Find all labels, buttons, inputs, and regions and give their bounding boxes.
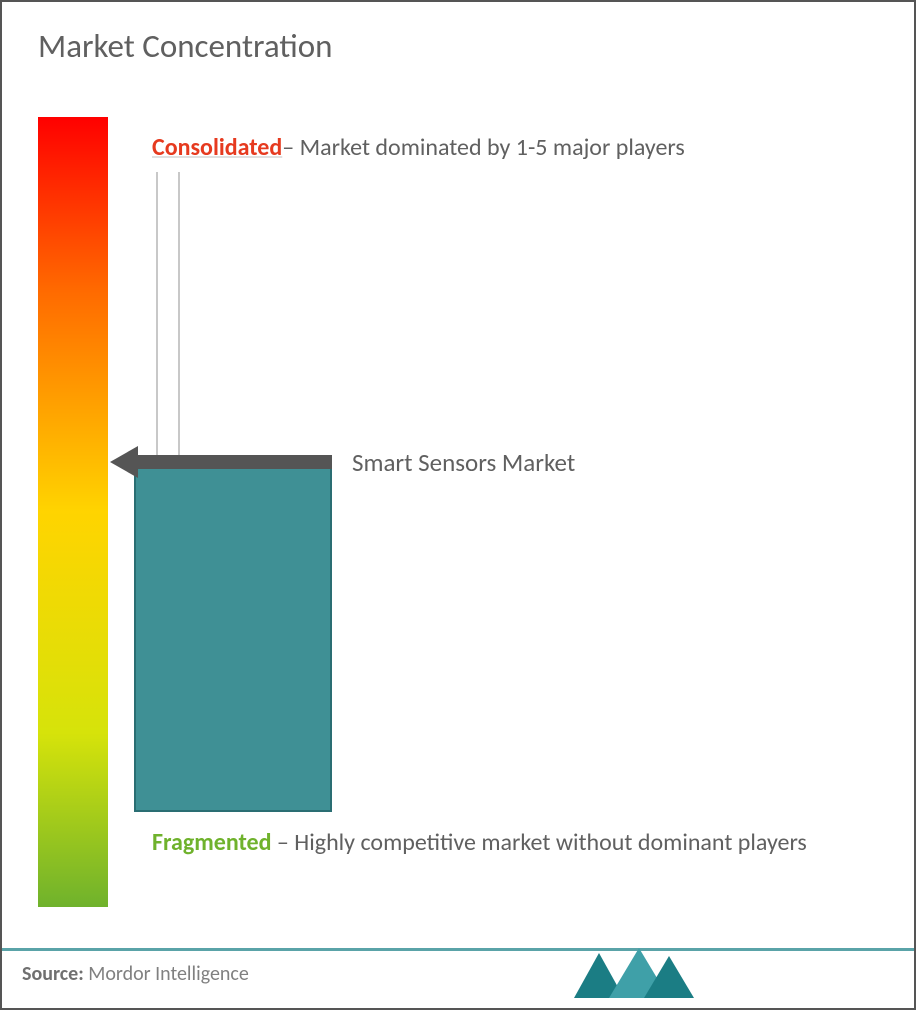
market-name-label: Smart Sensors Market (352, 447, 575, 478)
fragmented-label: Fragmented – Highly competitive market w… (152, 817, 874, 870)
market-position-block (134, 462, 332, 812)
chart-container: Market Concentration Consolidated– Marke… (0, 0, 916, 1010)
consolidated-rest: – Market dominated by 1-5 major players (282, 133, 685, 162)
source-label: Source: (22, 962, 84, 986)
footer-rule (2, 948, 914, 951)
fragmented-word: Fragmented (152, 828, 272, 857)
concentration-gradient-bar (38, 117, 108, 907)
source-value: Mordor Intelligence (84, 962, 249, 986)
chart-title: Market Concentration (38, 26, 332, 66)
fragmented-rest: – Highly competitive market without domi… (272, 828, 807, 857)
source-attribution: Source: Mordor Intelligence (22, 962, 249, 986)
consolidated-word: Consolidated (152, 133, 282, 162)
mordor-logo-icon (574, 948, 694, 998)
consolidated-label: Consolidated– Market dominated by 1-5 ma… (152, 122, 874, 175)
guide-line-1 (156, 172, 158, 462)
market-arrow (110, 442, 332, 482)
guide-line-2 (178, 172, 180, 462)
